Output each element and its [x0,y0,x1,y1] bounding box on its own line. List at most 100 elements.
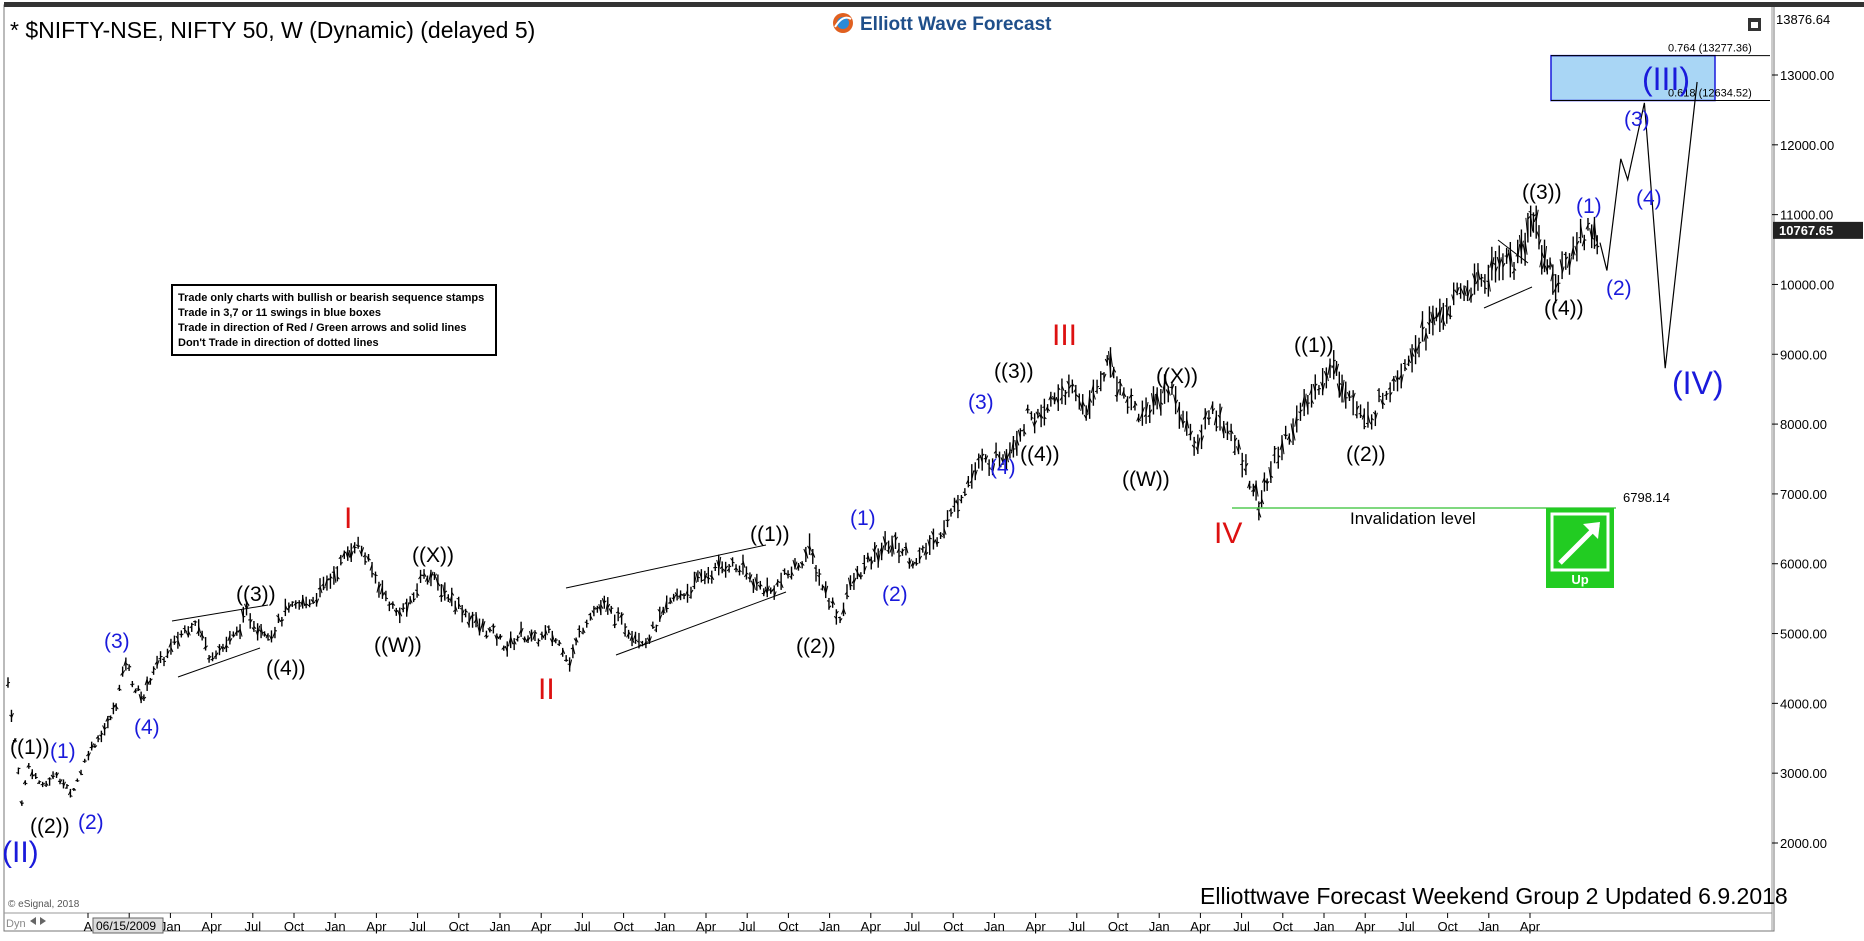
price-bar [1147,404,1153,424]
price-bar [754,573,760,591]
price-bar [1025,404,1030,414]
price-bar [165,648,170,659]
price-bar [799,561,805,569]
price-bar [612,614,618,629]
price-bar [997,451,1002,469]
price-bar [199,630,205,641]
restore-window-icon[interactable] [1748,18,1761,31]
price-bar [865,552,871,563]
wave-label-2: (2) [78,811,104,834]
x-tick-label: Jul [1068,919,1085,934]
price-bar [16,767,21,775]
price-bar [1336,371,1342,398]
price-bar [1365,401,1371,428]
price-bar [473,612,479,628]
x-tick-label: Jan [490,919,511,934]
price-bar [484,630,489,639]
price-bar [1528,205,1534,237]
price-bar [108,715,113,721]
price-bar [518,621,524,637]
price-bar [144,676,150,691]
price-bar [740,554,746,575]
price-bar [193,620,198,626]
price-bar [810,549,816,564]
price-bar [1346,390,1352,402]
price-bar [310,596,316,605]
wave-label-4-double-b: ((4)) [1020,443,1060,466]
price-bar [934,537,940,547]
price-bar [598,600,604,616]
price-bar [279,616,285,627]
price-bar [525,635,531,643]
price-bar [5,677,11,688]
price-bar [99,730,104,743]
x-tick-label: Oct [284,919,305,934]
wave-label-II-blue: (II) [2,836,39,869]
price-bar [945,510,950,528]
price-bar [1493,251,1499,283]
price-bar [938,532,943,539]
price-bar [189,622,194,632]
price-bar [1247,480,1252,490]
price-bar [237,624,243,640]
price-bar [497,634,503,640]
price-bar [290,601,295,607]
price-bar [1570,236,1576,260]
price-bar [414,583,420,598]
wave-label-2-c: (2) [1606,277,1632,300]
price-bar [1076,393,1082,410]
price-bar [168,638,174,655]
price-bar [9,709,14,722]
price-bar [89,741,95,751]
price-bar [33,773,38,780]
price-bar [1387,382,1393,403]
price-bar [71,787,77,792]
price-bar [906,557,912,569]
price-bar [1531,212,1536,233]
price-bar [1070,379,1075,394]
price-bar [172,635,177,645]
scroll-left-icon[interactable] [30,917,36,925]
price-bar [435,574,441,591]
price-bar [64,784,69,789]
price-bar [1184,411,1190,436]
price-bar [362,552,368,565]
price-bar [584,619,589,628]
x-tick-label: Apr [1190,919,1211,934]
price-bar [833,609,839,625]
scroll-arrows[interactable] [30,917,46,925]
price-bar [407,596,413,605]
x-tick-label: Oct [778,919,799,934]
price-bars [5,205,1600,806]
price-bar [1384,390,1389,400]
price-bar [830,597,836,608]
price-bar [1465,280,1471,302]
rule-line-2: Trade in 3,7 or 11 swings in blue boxes [178,307,381,319]
price-bar [1539,245,1545,275]
price-bar [179,630,184,638]
wave-label-2-double-b: ((2)) [796,635,836,658]
cursor-date-label: 06/15/2009 [96,919,156,933]
price-bar [965,476,971,488]
price-bar [1066,374,1072,398]
wave-label-4-double-c: ((4)) [1544,297,1584,320]
price-bar [941,520,947,539]
price-bar [130,680,135,688]
price-bar [158,651,163,664]
price-bar [1162,374,1167,404]
price-bar [1259,490,1265,508]
price-bar [955,494,961,519]
x-tick-label: Jul [904,919,921,934]
price-bar [359,545,365,557]
price-bar [549,630,555,647]
price-bar [348,543,354,562]
price-bar [595,605,600,613]
price-bar [442,582,448,601]
scroll-right-icon[interactable] [40,917,46,925]
price-bar [664,595,669,613]
price-bar [959,495,964,504]
price-bar [480,618,486,633]
y-tick-label: 9000.00 [1780,347,1827,362]
x-tick-label: Jan [325,919,346,934]
price-bar [650,621,656,629]
